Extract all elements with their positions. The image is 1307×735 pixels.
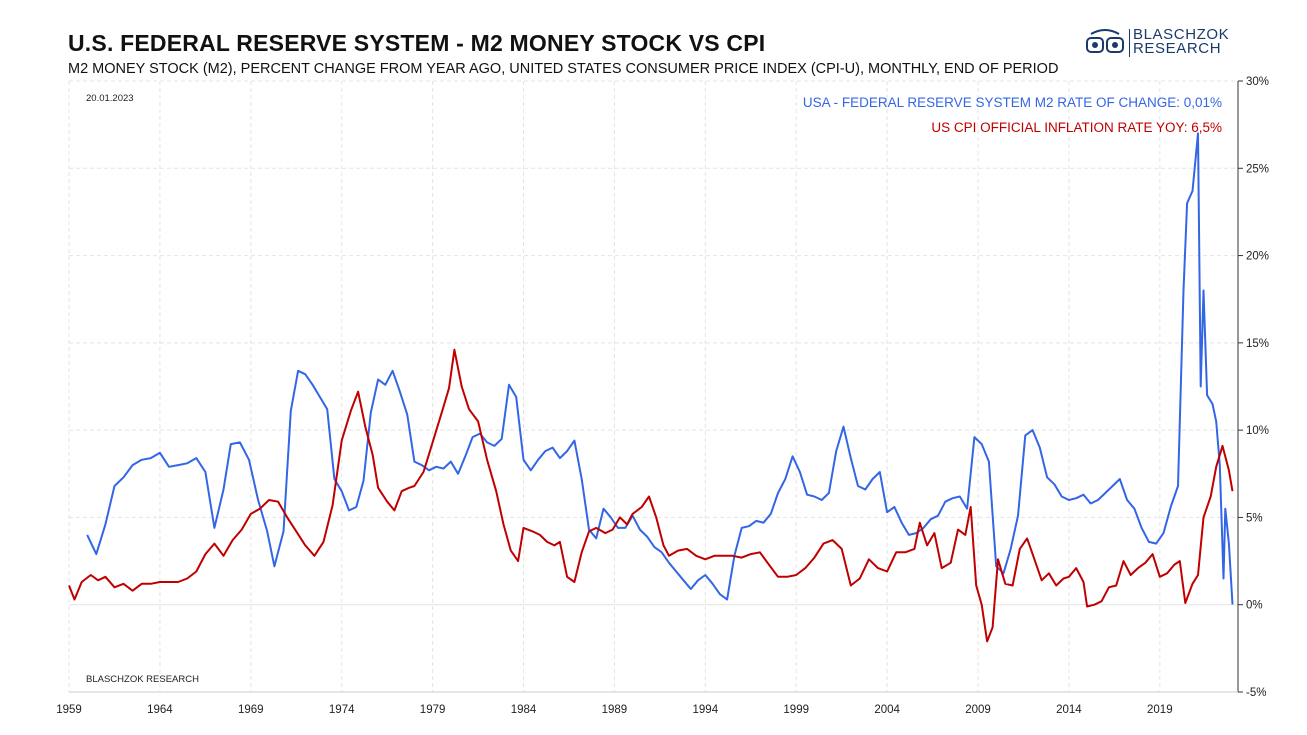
logo-line-1: BLASCHZOK — [1133, 26, 1230, 43]
logo-text: BLASCHZOK RESEARCH — [1133, 26, 1230, 57]
brand-logo: BLASCHZOK RESEARCH — [1085, 26, 1245, 62]
y-tick-label: 0% — [1246, 600, 1263, 612]
x-tick-label: 1959 — [56, 704, 82, 716]
x-tick-label: 2019 — [1147, 704, 1173, 716]
legend-entry-cpi: US CPI OFFICIAL INFLATION RATE YOY: 6,5% — [931, 120, 1222, 135]
x-tick-label: 1989 — [602, 704, 628, 716]
date-stamp: 20.01.2023 — [86, 93, 134, 104]
x-tick-label: 1964 — [147, 704, 173, 716]
x-tick-label: 1994 — [693, 704, 719, 716]
y-tick-label: 15% — [1246, 338, 1269, 350]
x-tick-label: 1999 — [783, 704, 809, 716]
series-line-m2 — [86, 132, 1234, 605]
x-tick-label: 1984 — [511, 704, 537, 716]
text-labels: -5% 0% 5% 10% 15% 20% 25% 30% 1959 1964 1969 1974 19… — [56, 76, 1269, 716]
logo-divider — [1129, 29, 1130, 57]
logo-line-2: RESEARCH — [1133, 40, 1222, 57]
chart-subtitle: M2 MONEY STOCK (M2), PERCENT CHANGE FROM… — [68, 61, 1059, 77]
grid-lines — [68, 80, 1238, 693]
y-tick-label: 10% — [1246, 425, 1269, 437]
y-tick-label: 30% — [1246, 76, 1269, 88]
series-lines — [68, 132, 1234, 643]
x-tick-label: 1974 — [329, 704, 355, 716]
chart-title: U.S. FEDERAL RESERVE SYSTEM - M2 MONEY S… — [68, 30, 766, 56]
y-tick-label: 25% — [1246, 163, 1269, 175]
x-tick-label: 1969 — [238, 704, 264, 716]
y-tick-label: -5% — [1246, 687, 1266, 699]
axes — [69, 80, 1243, 693]
crown-emblem-icon — [1086, 29, 1124, 53]
series-line-cpi — [68, 348, 1234, 643]
x-tick-label: 1979 — [420, 704, 446, 716]
x-tick-label: 2009 — [965, 704, 991, 716]
x-tick-label: 2014 — [1056, 704, 1082, 716]
x-tick-label: 2004 — [874, 704, 900, 716]
y-tick-label: 5% — [1246, 512, 1263, 524]
legend-entry-m2: USA - FEDERAL RESERVE SYSTEM M2 RATE OF … — [803, 95, 1222, 110]
watermark-text: BLASCHZOK RESEARCH — [86, 674, 199, 685]
y-tick-label: 20% — [1246, 251, 1269, 263]
